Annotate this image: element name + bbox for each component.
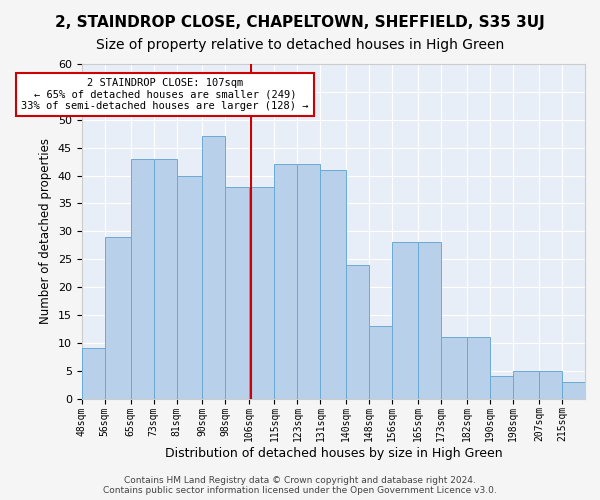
Bar [513, 370, 539, 398]
Bar [562, 382, 585, 398]
Text: 2, STAINDROP CLOSE, CHAPELTOWN, SHEFFIELD, S35 3UJ: 2, STAINDROP CLOSE, CHAPELTOWN, SHEFFIEL… [55, 15, 545, 30]
Bar [392, 242, 418, 398]
Bar [539, 370, 562, 398]
Bar [274, 164, 298, 398]
Bar [248, 186, 274, 398]
Bar [154, 159, 176, 398]
Bar [105, 237, 131, 398]
Text: Size of property relative to detached houses in High Green: Size of property relative to detached ho… [96, 38, 504, 52]
Bar [369, 326, 392, 398]
Bar [418, 242, 441, 398]
Bar [202, 136, 226, 398]
X-axis label: Distribution of detached houses by size in High Green: Distribution of detached houses by size … [164, 447, 502, 460]
Bar [298, 164, 320, 398]
Bar [131, 159, 154, 398]
Bar [441, 337, 467, 398]
Y-axis label: Number of detached properties: Number of detached properties [39, 138, 52, 324]
Bar [226, 186, 248, 398]
Bar [467, 337, 490, 398]
Bar [490, 376, 513, 398]
Bar [346, 264, 369, 398]
Bar [82, 348, 105, 399]
Bar [320, 170, 346, 398]
Text: Contains HM Land Registry data © Crown copyright and database right 2024.
Contai: Contains HM Land Registry data © Crown c… [103, 476, 497, 495]
Bar [176, 176, 202, 398]
Text: 2 STAINDROP CLOSE: 107sqm
← 65% of detached houses are smaller (249)
33% of semi: 2 STAINDROP CLOSE: 107sqm ← 65% of detac… [22, 78, 309, 111]
